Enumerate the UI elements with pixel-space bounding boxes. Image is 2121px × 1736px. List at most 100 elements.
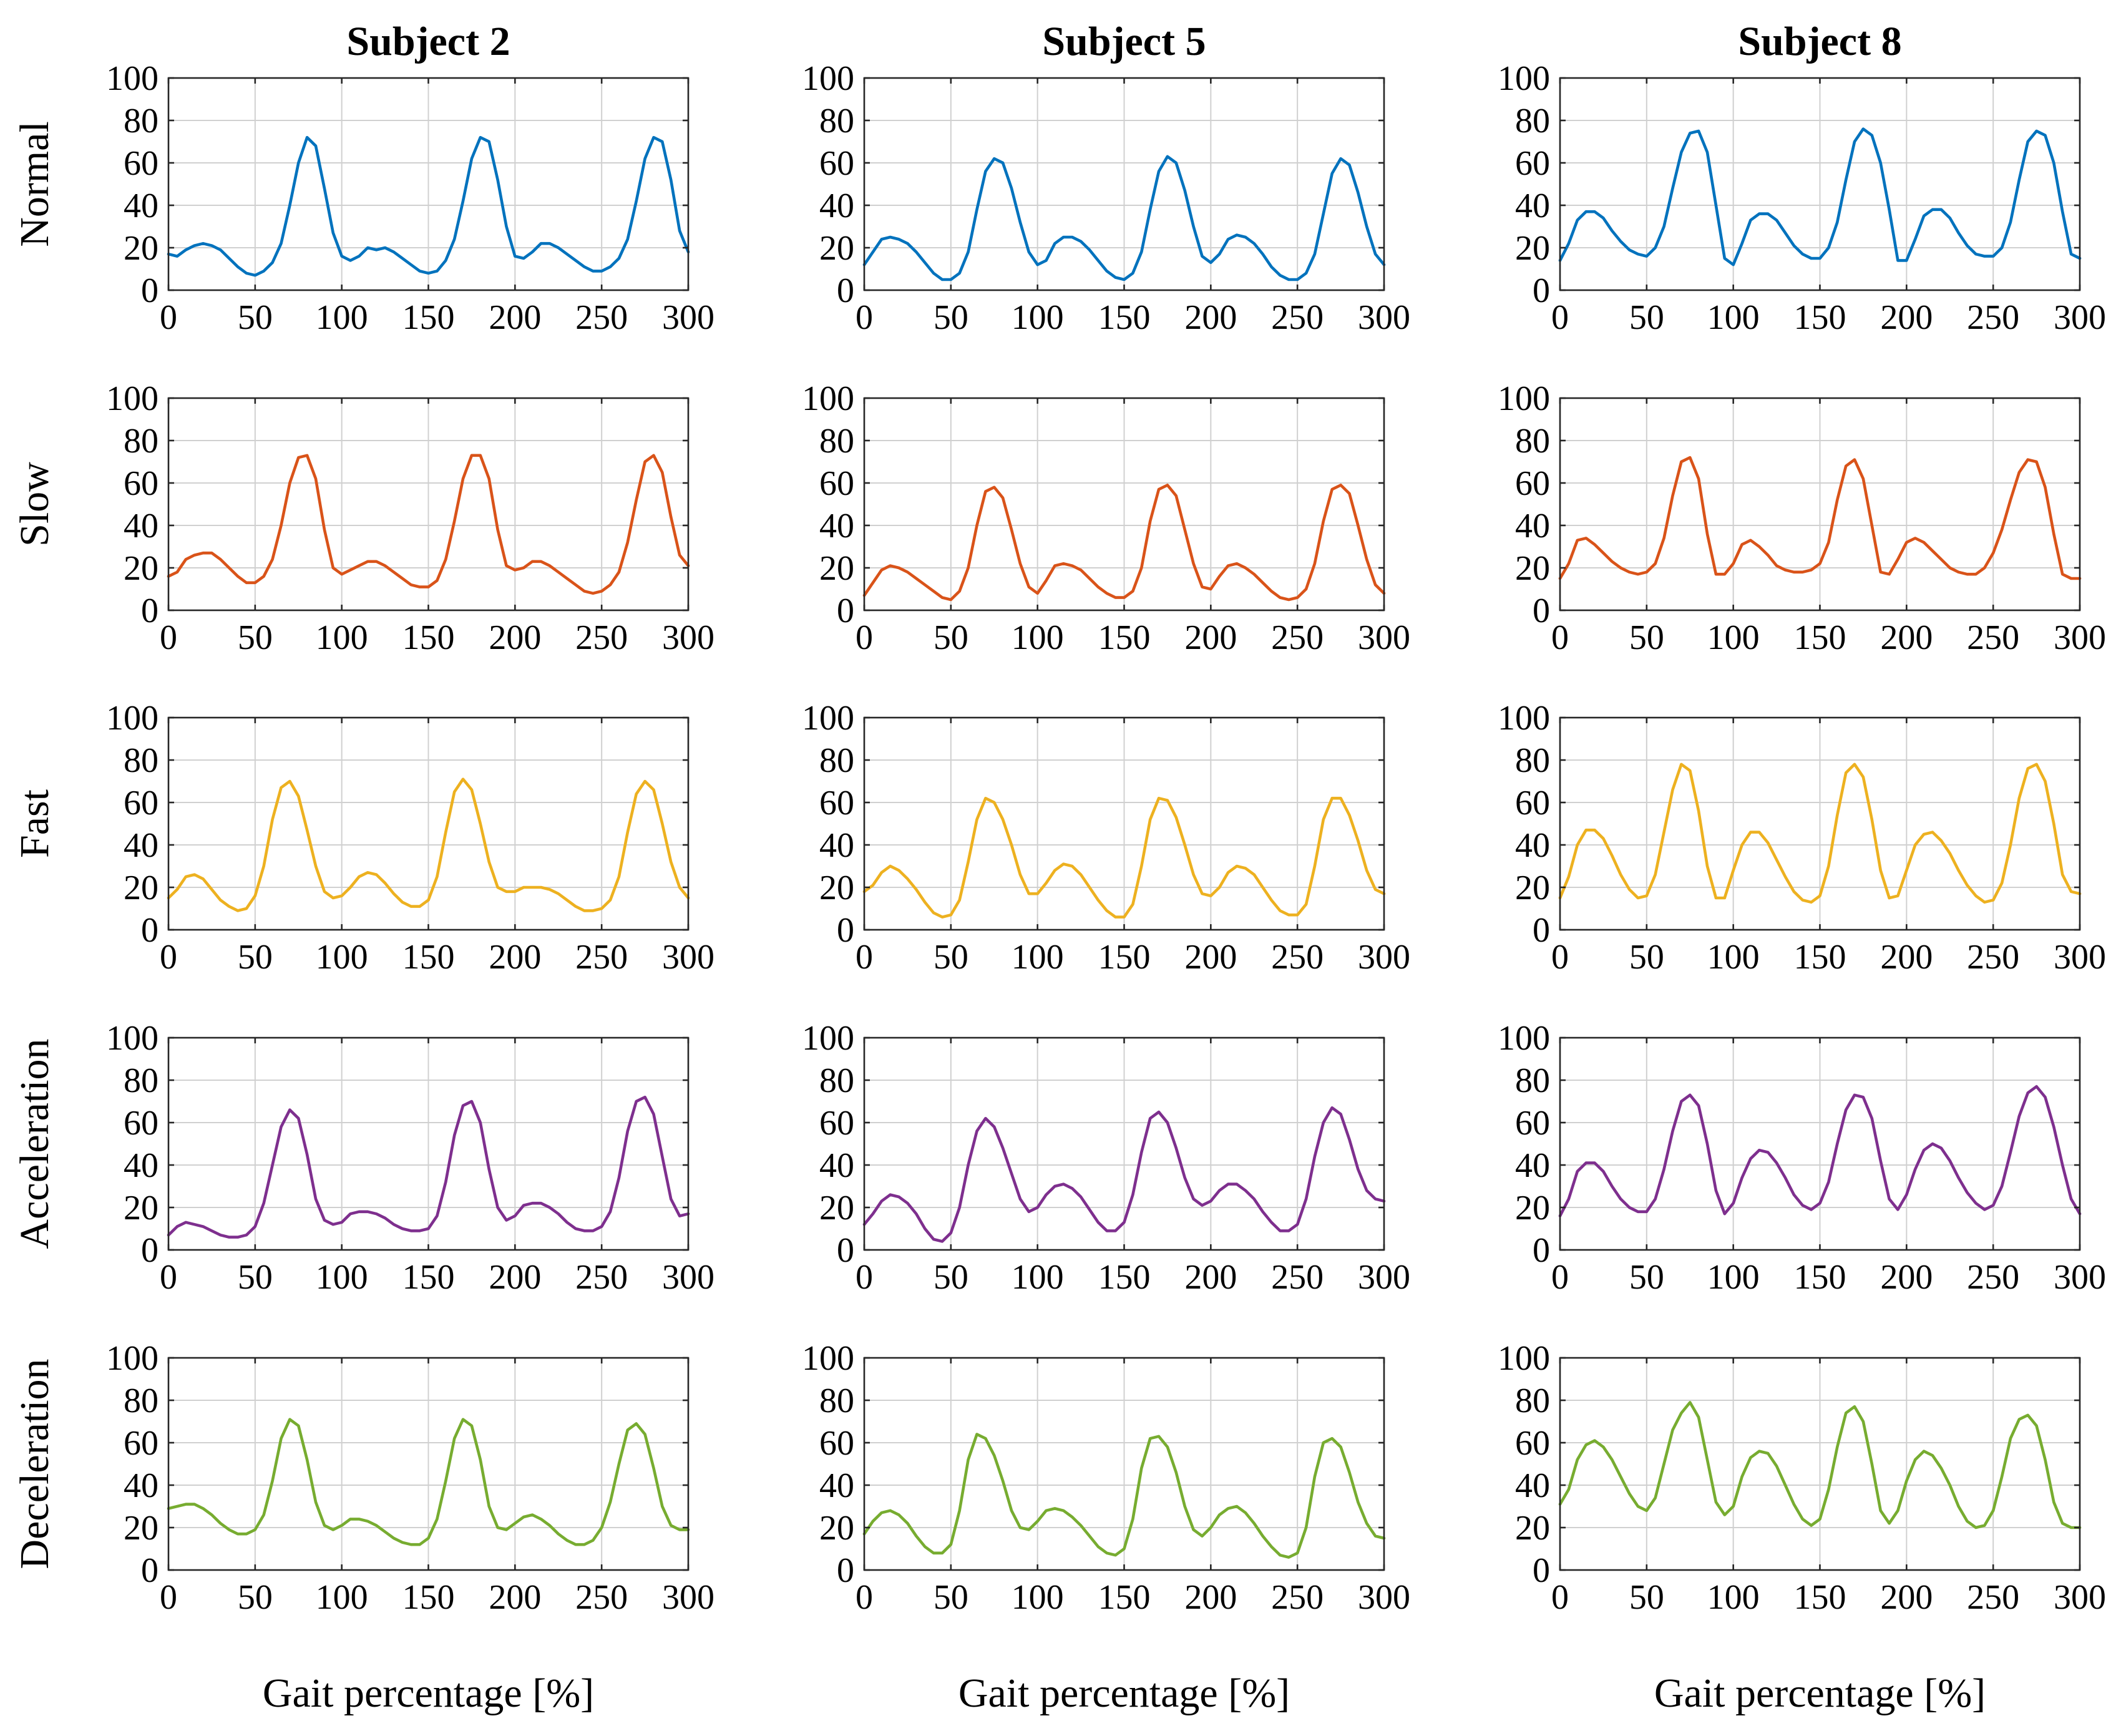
x-tick-label: 50 (238, 298, 273, 337)
column-title-2: Subject 5 (1042, 19, 1206, 64)
y-tick-label: 0 (1533, 1231, 1550, 1270)
x-tick-label: 250 (575, 1258, 628, 1297)
series-line-acceleration (1558, 1085, 2082, 1217)
y-tick-label: 0 (141, 1231, 158, 1270)
y-tick-label: 100 (1498, 59, 1550, 98)
x-tick-label: 0 (856, 1578, 873, 1617)
series-line-deceleration (1558, 1401, 2082, 1529)
y-tick-label: 60 (819, 1424, 854, 1463)
x-tick-label: 300 (2054, 1258, 2106, 1297)
row-label-normal: Normal (12, 121, 57, 247)
x-tick-label: 200 (1880, 1578, 1933, 1617)
x-tick-label: 200 (489, 1258, 541, 1297)
y-tick-label: 20 (1515, 229, 1550, 268)
series-line-slow (167, 454, 690, 595)
series-line-fast (862, 796, 1386, 919)
x-tick-label: 300 (1358, 1578, 1410, 1617)
y-tick-label: 80 (1515, 422, 1550, 461)
x-tick-label: 150 (1098, 618, 1151, 657)
y-tick-label: 20 (1515, 1189, 1550, 1227)
row-label-deceleration: Deceleration (12, 1358, 57, 1569)
x-tick-label: 100 (316, 938, 368, 977)
panel-normal-subject-8: 0 50 100 150 200 250 300 020 40 60 80 100 (1498, 59, 2106, 337)
y-tick-label: 80 (124, 102, 158, 140)
x-tick-label: 200 (489, 618, 541, 657)
y-tick-label: 40 (819, 507, 854, 545)
x-tick-label: 250 (575, 938, 628, 977)
x-tick-label: 50 (934, 298, 968, 337)
y-tick-label: 80 (819, 1382, 854, 1420)
x-tick-label: 150 (402, 298, 455, 337)
x-tick-label: 250 (1271, 938, 1324, 977)
panel-normal-subject-5: 0 50 100 150 200 250 300 020 40 60 80 100 (802, 59, 1410, 337)
y-tick-label: 60 (124, 1104, 158, 1143)
x-tick-label: 150 (402, 938, 455, 977)
y-tick-label: 0 (837, 911, 854, 950)
x-tick-label: 300 (2054, 938, 2106, 977)
x-tick-label: 0 (160, 1578, 177, 1617)
series-line-normal (167, 135, 690, 277)
x-tick-label: 0 (160, 1258, 177, 1297)
x-tick-label: 300 (662, 938, 714, 977)
series-line-slow (1558, 456, 2082, 580)
y-tick-label: 20 (819, 1509, 854, 1548)
y-tick-label: 0 (141, 271, 158, 310)
y-tick-label: 80 (1515, 1061, 1550, 1100)
x-tick-label: 200 (1880, 618, 1933, 657)
x-tick-label: 200 (1184, 618, 1237, 657)
x-tick-label: 150 (402, 618, 455, 657)
y-tick-label: 60 (124, 464, 158, 503)
x-tick-label: 300 (662, 298, 714, 337)
y-tick-label: 20 (1515, 869, 1550, 907)
x-tick-label: 200 (1880, 1258, 1933, 1297)
y-tick-label: 0 (141, 1551, 158, 1590)
x-tick-label: 200 (1184, 1258, 1237, 1297)
x-tick-label: 0 (1551, 1578, 1569, 1617)
y-tick-label: 0 (1533, 1551, 1550, 1590)
y-tick-label: 80 (124, 1061, 158, 1100)
y-tick-label: 20 (124, 229, 158, 268)
x-tick-label: 0 (856, 938, 873, 977)
y-tick-label: 60 (124, 144, 158, 183)
y-tick-label: 100 (1498, 699, 1550, 738)
y-tick-label: 40 (1515, 1146, 1550, 1185)
y-tick-label: 0 (837, 592, 854, 630)
x-tick-label: 250 (575, 1578, 628, 1617)
x-tick-label: 250 (1967, 618, 2019, 657)
y-tick-label: 60 (124, 1424, 158, 1463)
y-tick-label: 0 (1533, 592, 1550, 630)
y-tick-label: 80 (1515, 741, 1550, 780)
y-tick-label: 20 (819, 229, 854, 268)
x-tick-label: 250 (1271, 618, 1324, 657)
y-tick-label: 80 (819, 741, 854, 780)
y-tick-label: 40 (819, 1146, 854, 1185)
x-tick-label: 200 (1184, 938, 1237, 977)
y-tick-label: 100 (106, 379, 158, 418)
y-tick-label: 80 (819, 1061, 854, 1100)
y-tick-label: 0 (1533, 911, 1550, 950)
y-tick-label: 20 (819, 869, 854, 907)
x-tick-label: 100 (1707, 1578, 1760, 1617)
y-tick-label: 80 (124, 1382, 158, 1420)
y-tick-label: 0 (837, 271, 854, 310)
y-tick-label: 40 (819, 1466, 854, 1505)
x-tick-label: 100 (316, 298, 368, 337)
x-tick-label: 50 (1629, 618, 1664, 657)
y-tick-label: 40 (124, 1466, 158, 1505)
x-tick-label: 150 (1794, 618, 1846, 657)
series-line-deceleration (862, 1433, 1386, 1559)
y-tick-label: 80 (1515, 1382, 1550, 1420)
y-tick-label: 20 (124, 869, 158, 907)
x-tick-label: 100 (316, 1258, 368, 1297)
y-tick-label: 40 (124, 507, 158, 545)
y-tick-label: 40 (1515, 507, 1550, 545)
x-tick-label: 250 (1967, 298, 2019, 337)
y-tick-label: 0 (141, 911, 158, 950)
y-tick-label: 0 (837, 1231, 854, 1270)
